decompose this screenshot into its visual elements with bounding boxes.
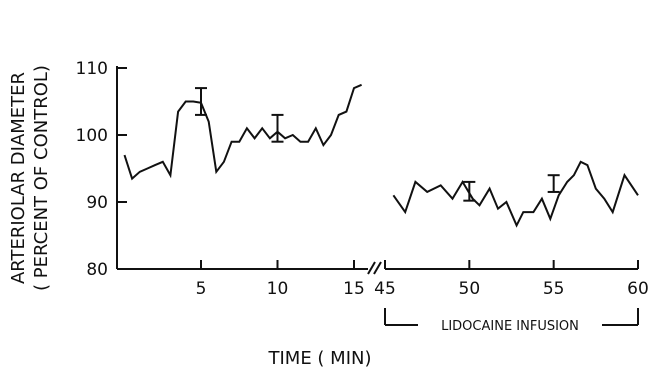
x-tick-label: 60 bbox=[627, 279, 649, 299]
series-layer bbox=[123, 83, 639, 228]
y-tick-label: 90 bbox=[86, 193, 108, 213]
error-bar bbox=[271, 113, 284, 143]
infusion-bracket bbox=[384, 308, 639, 326]
y-tick-label: 100 bbox=[76, 126, 108, 146]
series-line-panel-2 bbox=[392, 160, 639, 228]
x-tick-label: 15 bbox=[343, 279, 365, 299]
y-axis-title: ARTERIOLAR DIAMETER bbox=[8, 72, 29, 284]
x-axis-title: TIME ( MIN) bbox=[268, 348, 372, 369]
y-axis-subtitle: ( PERCENT OF CONTROL) bbox=[31, 65, 52, 291]
axis-break-mark bbox=[373, 261, 382, 275]
error-bar bbox=[547, 174, 560, 193]
infusion-label: LIDOCAINE INFUSION bbox=[441, 319, 579, 334]
series-line-panel-1 bbox=[123, 83, 362, 181]
x-tick-label: 55 bbox=[543, 279, 565, 299]
labels-layer: 80 90 100 110 5 10 15 45 50 55 60 LIDOCAINE INFUSIO… bbox=[8, 59, 649, 369]
x-tick-label: 50 bbox=[459, 279, 481, 299]
error-bar bbox=[463, 180, 476, 202]
y-tick-label: 110 bbox=[76, 59, 108, 79]
error-bar-layer bbox=[195, 87, 560, 202]
y-tick-label: 80 bbox=[86, 260, 108, 280]
error-bar bbox=[195, 87, 207, 116]
axes bbox=[116, 66, 639, 326]
x-tick-label: 10 bbox=[267, 279, 289, 299]
axis-break-mark bbox=[367, 261, 376, 275]
x-tick-label: 5 bbox=[196, 279, 207, 299]
x-tick-label: 45 bbox=[374, 279, 396, 299]
